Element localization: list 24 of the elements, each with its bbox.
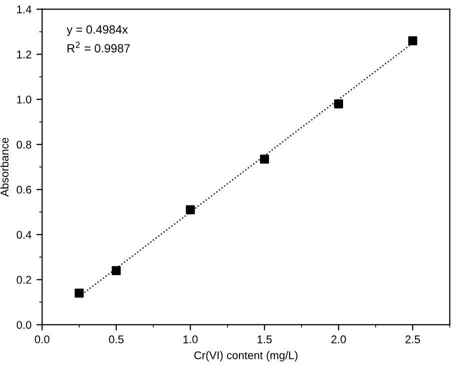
y-axis-title: Absorbance [0,138,9,197]
point [334,99,344,108]
x-axis-title: Cr(VI) content (mg/L) [194,351,298,362]
x-tick-label: 2.0 [331,335,346,344]
x-tick-label: 0.5 [108,335,124,344]
y-tick-label: 0.2 [16,276,32,284]
x-tick-label: 0.0 [34,335,50,344]
annotation: y = 0.4984x [66,25,128,36]
point [408,36,418,46]
y-tick-label: 1.4 [17,6,32,14]
point [74,288,84,298]
y-tick-label: 0.4 [16,230,32,239]
x-tick-label: 1.0 [183,335,198,344]
y-tick-label: 0.0 [16,320,32,329]
y-tick-label: 0.8 [16,140,32,149]
x-tick-label: 2.5 [406,335,420,344]
point [186,205,195,214]
y-tick-label: 1.0 [17,96,32,104]
x-tick-label: 1.5 [258,336,272,344]
point [260,154,269,164]
y-tick-label: 1.2 [17,50,32,58]
point [112,266,121,276]
annotation: R$^{2}$ = 0.9987 [68,42,130,53]
y-tick-label: 0.6 [16,186,32,194]
